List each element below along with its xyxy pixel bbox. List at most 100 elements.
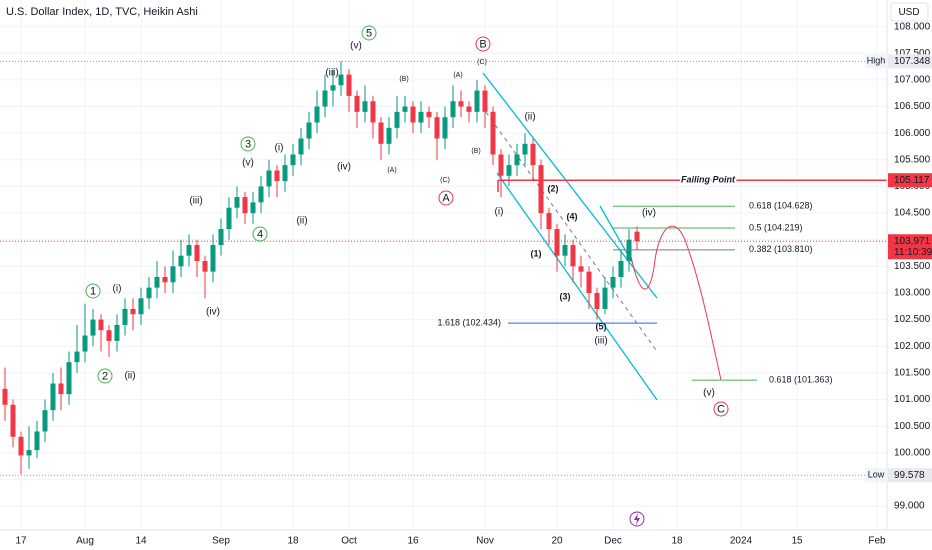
- candle-body: [586, 271, 592, 293]
- candle-body: [474, 90, 480, 112]
- wave-label: (v): [703, 388, 715, 399]
- candle-body: [410, 106, 416, 123]
- candle-body: [154, 276, 160, 288]
- candle-body: [634, 231, 640, 242]
- candle-body: [218, 229, 224, 246]
- wave-circle: [475, 36, 491, 52]
- wave-label: (i): [113, 284, 122, 295]
- x-tick-label: 18: [287, 536, 299, 547]
- last-price-box: [888, 234, 932, 260]
- candle-body: [498, 154, 504, 176]
- y-tick-label: 99.000: [894, 501, 925, 512]
- candle-body: [274, 170, 280, 182]
- wave-label: (A): [453, 72, 462, 79]
- y-tick-label: 104.500: [894, 208, 931, 219]
- candle-body: [298, 138, 304, 155]
- candle-body: [114, 324, 120, 341]
- wave-label: (B): [399, 76, 408, 83]
- candle-body: [362, 101, 368, 112]
- failing-point-label: Failing Point: [681, 175, 736, 185]
- x-tick-label: Feb: [868, 536, 886, 547]
- x-tick-label: Nov: [476, 536, 494, 547]
- channel-lower: [496, 172, 658, 401]
- currency-box[interactable]: [890, 2, 929, 22]
- candle-body: [538, 165, 544, 214]
- candle-body: [338, 74, 344, 86]
- x-tick-label: Aug: [76, 536, 94, 547]
- candle-body: [306, 122, 312, 139]
- candles: [2, 61, 640, 475]
- wave-label: 1: [90, 285, 96, 297]
- low-value-box: [888, 468, 932, 483]
- candle-body: [442, 117, 448, 139]
- candle-body: [322, 90, 328, 107]
- wave-label: (i): [495, 207, 504, 218]
- y-tick-label: 107.000: [894, 75, 931, 86]
- candle-body: [282, 165, 288, 182]
- fib-label: 0.618 (101.363): [769, 375, 833, 385]
- candle-body: [130, 308, 136, 315]
- wave-circle: [361, 25, 377, 41]
- candle-body: [106, 330, 112, 341]
- projection-path: [629, 225, 722, 381]
- events-bolt: [634, 513, 640, 525]
- candle-body: [98, 319, 104, 331]
- wave-circle: [252, 226, 268, 242]
- levels: Failing Point 0.618 (104.628) 0.5 (104.219…: [0, 60, 887, 476]
- y-tick-label: 101.000: [894, 394, 931, 405]
- candle-body: [618, 261, 624, 277]
- candle-body: [394, 111, 400, 128]
- currency: USD: [898, 7, 919, 18]
- candle-body: [74, 351, 80, 363]
- wave-circle: [438, 190, 454, 206]
- x-tick-label: 20: [551, 536, 563, 547]
- y-tick-label: 106.500: [894, 101, 931, 112]
- candle-body: [514, 154, 520, 166]
- wave-label: (A): [387, 167, 396, 174]
- fib-label: 0.5 (104.219): [749, 222, 803, 232]
- wave-label: (ii): [124, 371, 135, 382]
- low-tag-box: [865, 468, 887, 483]
- last-price: 103.971: [894, 236, 931, 247]
- x-tick-label: Dec: [604, 536, 622, 547]
- y-tick-label: 102.000: [894, 341, 931, 352]
- candle-body: [610, 276, 616, 288]
- candle-body: [434, 117, 440, 139]
- candle-body: [346, 74, 352, 96]
- candle-body: [370, 101, 376, 123]
- low-tag: Low: [868, 470, 885, 480]
- y-tick-label: 103.500: [894, 261, 931, 272]
- candle-body: [90, 319, 96, 336]
- candle-body: [450, 101, 456, 118]
- candle-body: [506, 165, 512, 176]
- high-tag-box: [865, 54, 887, 69]
- wave-circle: [97, 368, 113, 384]
- wave-label: (C): [440, 177, 450, 184]
- x-tick-label: 14: [135, 536, 147, 547]
- grid: [0, 0, 887, 530]
- wave-label: (v): [242, 158, 254, 169]
- candle-body: [546, 213, 552, 230]
- candle-body: [570, 245, 576, 267]
- candle-body: [122, 308, 128, 325]
- candle-body: [602, 287, 608, 309]
- candle-body: [378, 122, 384, 144]
- wave-label: 2: [102, 370, 108, 382]
- events-icon[interactable]: [629, 511, 645, 527]
- wave-label: (ii): [296, 216, 307, 227]
- wave-label: A: [442, 192, 450, 204]
- fib-label: 1.618 (102.434): [437, 317, 501, 327]
- candle-body: [162, 276, 168, 283]
- candle-body: [186, 245, 192, 256]
- failing-value-box: [888, 173, 932, 188]
- low-value: 99.578: [894, 470, 925, 481]
- candle-body: [266, 170, 272, 187]
- x-tick-label: 17: [15, 536, 27, 547]
- candle-body: [202, 261, 208, 272]
- high-value-box: [888, 54, 932, 69]
- wave-label: (2): [548, 183, 559, 193]
- y-tick-label: 108.000: [894, 21, 931, 32]
- candle-body: [146, 287, 152, 299]
- x-tick-label: Oct: [341, 536, 357, 547]
